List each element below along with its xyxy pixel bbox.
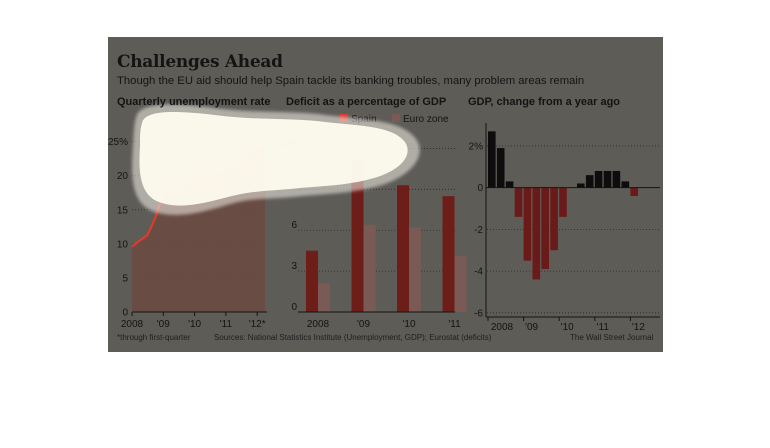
deficit-legend-swatch [392, 114, 400, 122]
gdp-bar [559, 187, 567, 217]
gdp-bar [577, 183, 585, 188]
unemployment-y-tick-label: 25% [108, 137, 128, 148]
deficit-chart-title: Deficit as a percentage of GDP [286, 96, 447, 108]
page-title: Challenges Ahead [117, 52, 283, 72]
deficit-bar-eurozone [318, 283, 330, 312]
highlight-blob [132, 104, 420, 215]
gdp-y-tick-label: 2% [469, 141, 484, 152]
gdp-chart: -6 -4 -2 0 2% 2008 '09 '10 '11 '12 [469, 123, 660, 333]
gdp-y-tick-label: -2 [474, 225, 483, 236]
gdp-bar [541, 187, 549, 270]
deficit-bar-eurozone [454, 256, 467, 312]
page-subtitle: Though the EU aid should help Spain tack… [117, 75, 585, 87]
unemployment-x-tick-label: '09 [157, 319, 170, 330]
gdp-x-tick-label: '10 [561, 322, 574, 333]
gdp-y-tick-label: -6 [474, 308, 483, 319]
unemployment-x-tick-label: 2008 [121, 319, 144, 330]
footnote: *through first-quarter [117, 333, 191, 342]
deficit-x-tick-label: '09 [357, 319, 370, 330]
unemployment-x-tick-label: '11 [220, 319, 233, 330]
deficit-x-tick-label: '11 [448, 319, 461, 330]
unemployment-y-tick-label: 5 [122, 273, 128, 284]
gdp-y-tick-label: -4 [474, 267, 483, 278]
deficit-bar-spain [442, 196, 455, 312]
gdp-bar [621, 181, 630, 188]
deficit-bar-eurozone [409, 227, 421, 312]
credit-note: The Wall Street Journal [570, 333, 654, 342]
deficit-y-tick-label: 0 [291, 302, 297, 313]
deficit-x-tick-label: '10 [402, 319, 415, 330]
gdp-bar [523, 187, 532, 261]
gdp-bar [603, 170, 612, 188]
gdp-bar [496, 148, 505, 188]
unemployment-x-tick-label: '12* [249, 319, 266, 330]
deficit-y-tick-label: 6 [291, 220, 297, 231]
gdp-bar [505, 181, 514, 188]
sources-note: Sources: National Statistics Institute (… [214, 333, 492, 342]
unemployment-x-tick-label: '10 [188, 319, 201, 330]
gdp-x-tick-label: '09 [525, 322, 538, 333]
gdp-bar [532, 187, 541, 280]
gdp-bar [630, 187, 638, 197]
deficit-x-tick-label: 2008 [307, 319, 330, 330]
unemployment-y-tick-label: 15 [117, 205, 129, 216]
deficit-bar-eurozone [363, 224, 376, 312]
gdp-x-tick-label: '11 [597, 322, 610, 333]
unemployment-y-tick-label: 0 [122, 308, 128, 319]
gdp-bar [612, 170, 621, 188]
unemployment-chart-title: Quarterly unemployment rate [117, 96, 271, 108]
gdp-x-tick-label: '12 [632, 322, 645, 333]
deficit-y-tick-label: 3 [291, 261, 297, 272]
highlight-blob-core [139, 112, 408, 206]
deficit-bar-spain [397, 185, 409, 312]
gdp-bar [550, 187, 558, 251]
gdp-bar [594, 170, 603, 188]
unemployment-y-tick-label: 20 [117, 171, 129, 182]
gdp-bar [585, 175, 594, 188]
deficit-bar-spain [306, 250, 318, 312]
unemployment-y-tick-label: 10 [117, 239, 129, 250]
deficit-bar-spain [351, 159, 364, 312]
deficit-legend-label: Euro zone [403, 114, 449, 125]
gdp-bar [514, 187, 523, 217]
gdp-y-tick-label: 0 [477, 183, 483, 194]
gdp-x-tick-label: 2008 [491, 322, 514, 333]
gdp-bar [488, 131, 496, 188]
gdp-chart-title: GDP, change from a year ago [468, 96, 621, 108]
